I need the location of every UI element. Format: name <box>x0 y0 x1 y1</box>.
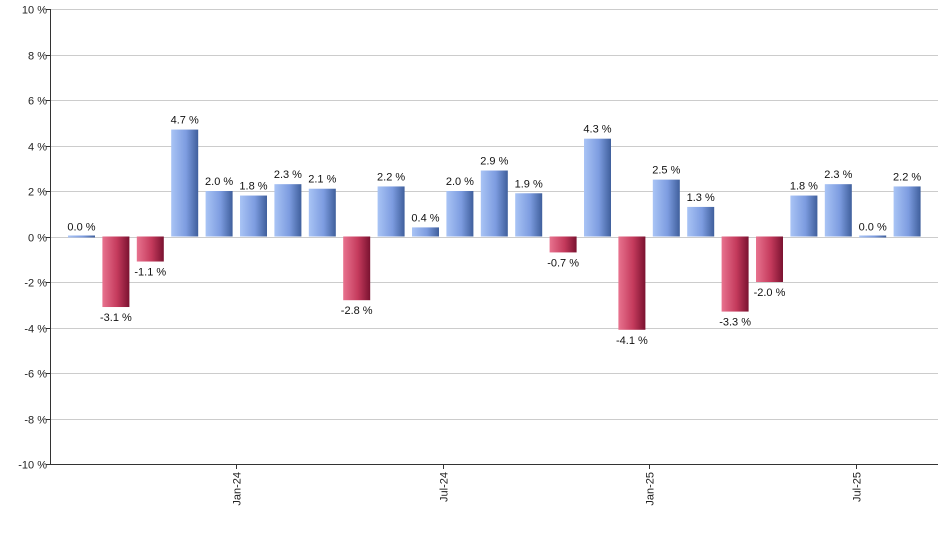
data-label: 1.8 % <box>239 181 267 193</box>
bar <box>446 191 474 237</box>
bar <box>756 236 783 282</box>
x-axis-tick-labels: Jan-24 Jul-24 Jan-25 Jul-25 <box>232 472 864 506</box>
data-label: 2.2 % <box>893 171 921 183</box>
data-label: 2.3 % <box>824 169 852 181</box>
data-label: 0.0 % <box>859 222 887 234</box>
y-axis-tick-labels: 10 % 8 % 6 % 4 % 2 % 0 % -2 % -4 % -6 % -8 % -10 % <box>18 5 47 472</box>
y-tick-label: 4 % <box>28 142 47 154</box>
data-label: 2.2 % <box>377 171 405 183</box>
bar <box>171 129 199 237</box>
y-tick-label: 10 % <box>22 5 47 17</box>
data-label: -3.1 % <box>100 312 132 324</box>
bar <box>584 138 611 237</box>
bar <box>515 193 543 237</box>
data-label: 2.0 % <box>205 176 233 188</box>
y-tick-label: 2 % <box>28 187 47 199</box>
data-label: 2.0 % <box>446 176 474 188</box>
data-label: 0.0 % <box>67 222 95 234</box>
data-label: -2.0 % <box>754 287 786 299</box>
bar <box>893 186 921 237</box>
bar <box>412 227 439 237</box>
y-tick-label: -10 % <box>18 460 47 472</box>
bar <box>274 184 302 237</box>
bar <box>480 170 508 237</box>
y-tick-label: 0 % <box>28 233 47 245</box>
bar <box>618 236 646 330</box>
bar <box>859 235 887 238</box>
bar <box>824 184 852 237</box>
bar <box>205 191 233 237</box>
data-label: 2.5 % <box>652 165 680 177</box>
axes <box>46 9 938 469</box>
bar <box>549 236 577 253</box>
data-label: -4.1 % <box>616 335 648 347</box>
y-tick-label: 6 % <box>28 96 47 108</box>
bar <box>68 235 95 238</box>
data-label: -3.3 % <box>719 317 751 329</box>
bar <box>343 236 371 301</box>
grid-lines <box>50 9 938 465</box>
data-label: 1.9 % <box>515 178 543 190</box>
bar <box>240 195 267 237</box>
bar <box>687 206 715 237</box>
y-tick-label: -6 % <box>24 369 47 381</box>
data-label: -1.1 % <box>134 267 166 279</box>
bar <box>308 188 336 237</box>
x-tick-label: Jul-24 <box>439 472 451 502</box>
bar <box>102 236 130 308</box>
data-label: 2.9 % <box>480 156 508 168</box>
x-tick-label: Jul-25 <box>852 472 864 502</box>
bar <box>652 179 680 237</box>
data-label: 2.3 % <box>274 169 302 181</box>
y-tick-label: -8 % <box>24 415 47 427</box>
y-tick-label: 8 % <box>28 51 47 63</box>
data-label: 4.7 % <box>171 115 199 127</box>
bar <box>136 236 164 262</box>
bars <box>68 129 921 330</box>
data-label: 4.3 % <box>583 124 611 136</box>
y-tick-label: -2 % <box>24 278 47 290</box>
bar <box>377 186 405 237</box>
bar <box>790 195 818 237</box>
bar <box>721 236 749 312</box>
data-label: -2.8 % <box>341 305 373 317</box>
y-tick-label: -4 % <box>24 324 47 336</box>
data-label: -0.7 % <box>547 257 579 269</box>
data-labels: 0.0 % -3.1 % -1.1 % 4.7 % 2.0 % 1.8 % 2.3 % 2.1… <box>67 115 921 347</box>
x-tick-label: Jan-25 <box>645 472 657 506</box>
data-label: 1.3 % <box>687 192 715 204</box>
data-label: 0.4 % <box>411 212 439 224</box>
x-tick-label: Jan-24 <box>232 472 244 506</box>
data-label: 2.1 % <box>308 174 336 186</box>
data-label: 1.8 % <box>790 181 818 193</box>
